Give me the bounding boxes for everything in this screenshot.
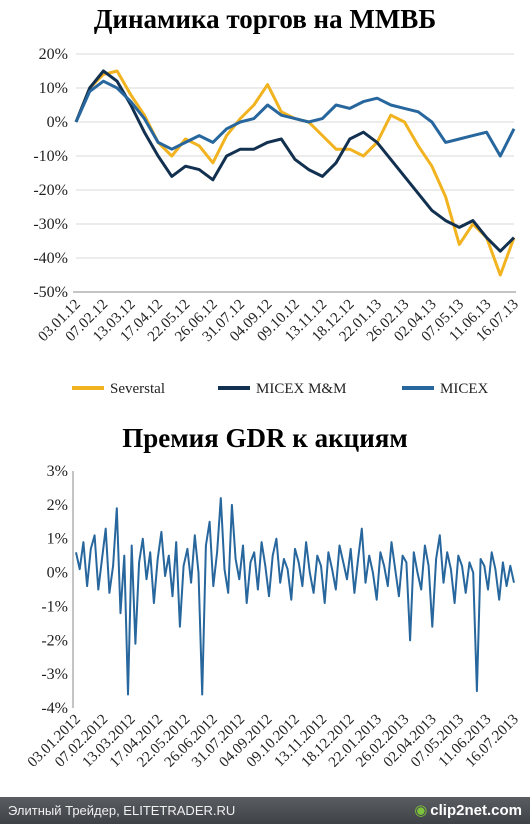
y-tick-label: -3% xyxy=(41,666,68,683)
y-tick-label: -40% xyxy=(33,250,68,267)
clip2net-logo-text: clip2net.com xyxy=(430,802,522,819)
series-line-0 xyxy=(74,69,516,277)
clip2net-logo-icon: ◉ xyxy=(414,802,428,819)
chart1-x-axis: 03.01.1207.02.1213.03.1217.04.1222.05.12… xyxy=(35,297,521,345)
y-tick-label: 0% xyxy=(47,565,68,582)
y-tick-label: -1% xyxy=(41,598,68,615)
clip2net-logo: ◉ clip2net.com xyxy=(414,797,522,824)
chart1-title: Динамика торгов на ММВБ xyxy=(94,4,436,34)
y-tick-label: -50% xyxy=(33,284,68,301)
y-tick-label: 0% xyxy=(47,114,68,131)
charts-canvas: Динамика торгов на ММВБ 20% 10% 0% -10% -20%… xyxy=(25,4,522,771)
y-tick-label: -30% xyxy=(33,216,68,233)
y-tick-label: -4% xyxy=(41,700,68,717)
chart2-x-axis: 03.01.201207.02.201213.03.201217.04.2012… xyxy=(25,712,522,771)
y-tick-label: -2% xyxy=(41,632,68,649)
y-tick-label: 2% xyxy=(47,497,68,514)
footer-bar: Элитный Трейдер, ELITETRADER.RU ◉ clip2ne… xyxy=(0,797,530,824)
chart1-y-axis: 20% 10% 0% -10% -20% -30% -40% -50% xyxy=(33,46,514,301)
y-tick-label: 20% xyxy=(39,46,68,63)
legend-label-micex: MICEX xyxy=(440,381,489,397)
y-tick-label: 1% xyxy=(47,531,68,548)
y-tick-label: -10% xyxy=(33,148,68,165)
legend-label-severstal: Severstal xyxy=(110,381,165,397)
y-tick-label: -20% xyxy=(33,182,68,199)
y-tick-label: 3% xyxy=(47,463,68,480)
chart1-legend: Severstal MICEX M&M MICEX xyxy=(72,381,489,397)
legend-label-micex-mm: MICEX M&M xyxy=(256,381,346,397)
chart1-plot-area xyxy=(74,69,516,277)
chart2-plot-area xyxy=(75,497,515,696)
series-line-2 xyxy=(74,79,516,158)
chart2-title: Премия GDR к акциям xyxy=(122,423,408,453)
chart2-y-axis: 3% 2% 1% 0% -1% -2% -3% -4% xyxy=(41,463,68,717)
y-tick-label: 10% xyxy=(39,80,68,97)
series-line-0 xyxy=(75,497,515,696)
footer-source-text: Элитный Трейдер, ELITETRADER.RU xyxy=(8,803,236,818)
series-line-1 xyxy=(74,69,516,253)
